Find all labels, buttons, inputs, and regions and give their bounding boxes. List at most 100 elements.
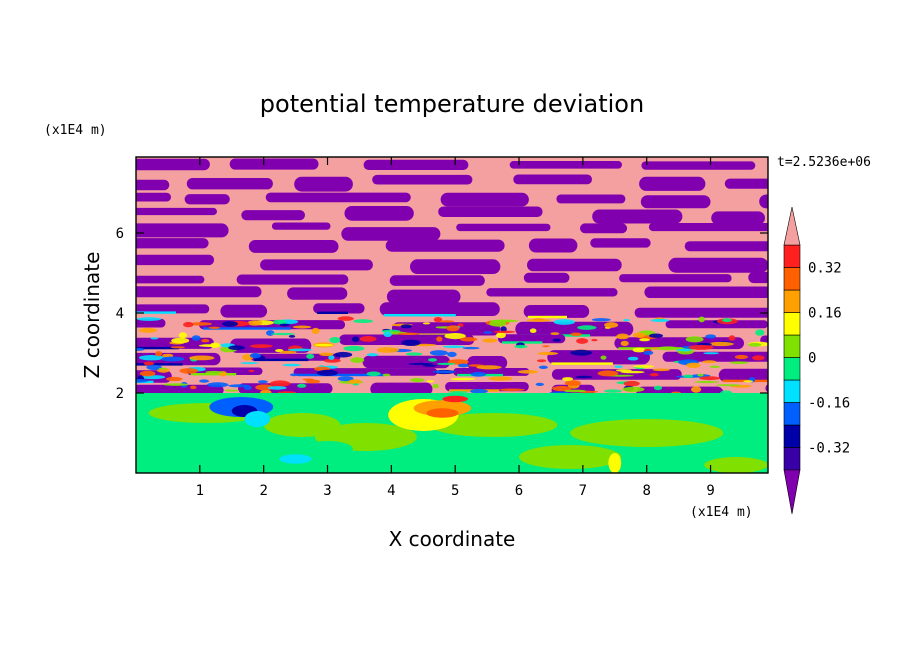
mixing-speck (553, 319, 575, 325)
stripe-edge (136, 363, 183, 366)
mixing-speck (728, 335, 736, 341)
lower-blob (442, 395, 469, 403)
mixing-speck (639, 338, 651, 342)
mixing-speck (470, 371, 487, 377)
lower-blob (429, 413, 558, 437)
mixing-speck (437, 362, 456, 366)
stripe-band (136, 254, 215, 266)
stripe-band (513, 174, 592, 185)
mixing-speck (139, 370, 156, 377)
x-axis-label: X coordinate (389, 527, 516, 551)
mixing-speck (576, 338, 589, 344)
mixing-speck (650, 318, 670, 322)
colorbar-segment (783, 402, 801, 426)
colorbar-segment (783, 312, 801, 336)
mixing-speck (652, 368, 671, 372)
stripe-band (498, 334, 566, 344)
stripe-band (438, 206, 543, 217)
stripe-band (619, 274, 732, 283)
stripe-band (271, 222, 331, 230)
mixing-speck (191, 335, 201, 341)
mixing-speck (287, 348, 313, 352)
mixing-speck (249, 344, 273, 348)
mixing-speck (352, 383, 359, 386)
mixing-speck (228, 384, 250, 388)
mixing-speck (190, 385, 197, 390)
mixing-speck (702, 360, 717, 364)
mixing-speck (350, 357, 365, 363)
stripe-band (748, 271, 768, 284)
mixing-speck (698, 316, 705, 323)
mixing-speck (146, 364, 162, 371)
mixing-speck (432, 370, 457, 374)
stripe-band (248, 240, 339, 253)
stripe-band (341, 227, 441, 241)
lower-blob (244, 411, 271, 427)
mixing-speck (526, 319, 551, 322)
mixing-speck (163, 383, 189, 386)
mixing-speck (722, 318, 732, 323)
x-unit-label: (x1E4 m) (690, 505, 753, 520)
mixing-speck (397, 332, 420, 335)
mixing-speck (297, 383, 307, 388)
x-tick-label: 1 (196, 483, 204, 499)
stripe-band (136, 192, 171, 202)
mixing-speck (529, 328, 537, 334)
mixing-speck (632, 332, 646, 338)
mixing-speck (439, 320, 455, 323)
mixing-speck (311, 327, 320, 334)
stripe-band (440, 192, 529, 207)
mixing-speck (564, 380, 582, 386)
mixing-speck (622, 386, 645, 393)
lower-blob (279, 454, 312, 464)
plot-frame (135, 156, 769, 474)
mixing-speck (649, 333, 663, 338)
stripe-edge (297, 373, 384, 377)
mixing-speck (272, 319, 287, 325)
mixing-speck (337, 316, 354, 321)
mixing-speck (688, 344, 714, 350)
stripe-band (718, 368, 768, 382)
mixing-speck (405, 352, 423, 356)
colorbar-upper-extension (783, 206, 801, 246)
stripe-band (229, 158, 319, 170)
stripe-edge (527, 315, 567, 319)
mixing-speck (138, 327, 158, 333)
stripe-band (509, 161, 622, 169)
mixing-speck (352, 336, 360, 343)
mixing-speck (224, 389, 240, 392)
mixing-speck (410, 378, 425, 383)
mixing-speck (382, 373, 391, 377)
stripe-band (136, 207, 217, 216)
lower-blob (426, 408, 459, 418)
mixing-speck (600, 355, 607, 360)
stripe-band (662, 351, 768, 362)
stripe-band (523, 272, 570, 283)
mixing-speck (459, 337, 478, 342)
mixing-speck (462, 346, 480, 350)
stripe-band (294, 176, 353, 192)
stripe-band (186, 178, 273, 190)
stripe-band (136, 223, 229, 238)
mixing-speck (489, 319, 513, 323)
mixing-speck (633, 365, 655, 368)
stripe-band (410, 259, 501, 274)
mixing-speck (383, 331, 392, 337)
stripe-band (580, 223, 628, 234)
stripe-edge (383, 314, 456, 317)
mixing-speck (743, 380, 754, 383)
mixing-speck (653, 385, 663, 391)
mixing-zone (136, 316, 768, 396)
mixing-speck (428, 358, 437, 362)
mixing-speck (366, 371, 381, 377)
stripe-band (363, 159, 469, 170)
stripe-band (639, 176, 706, 191)
mixing-speck (422, 364, 438, 367)
colorbar-segment (783, 424, 801, 448)
mixing-speck (228, 345, 246, 351)
stripe-band (644, 286, 768, 298)
mixing-speck (422, 322, 431, 325)
mixing-speck (604, 389, 622, 393)
mixing-speck (279, 350, 297, 354)
x-tick-label: 2 (259, 483, 267, 499)
